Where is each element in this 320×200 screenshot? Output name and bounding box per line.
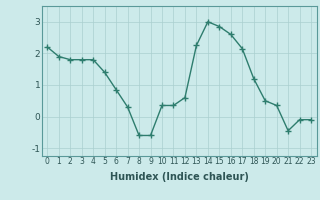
X-axis label: Humidex (Indice chaleur): Humidex (Indice chaleur) bbox=[110, 172, 249, 182]
